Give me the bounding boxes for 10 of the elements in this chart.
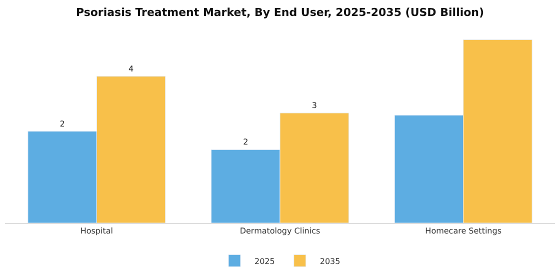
legend-label: 2025 xyxy=(254,256,275,266)
x-tick-label: Homecare Settings xyxy=(425,226,502,236)
x-tick-label: Dermatology Clinics xyxy=(240,226,320,236)
data-label: 3 xyxy=(312,100,317,110)
data-label: 2 xyxy=(60,119,65,128)
legend-label: 2035 xyxy=(320,256,340,266)
x-tick-label: Hospital xyxy=(80,226,113,236)
data-label: 4 xyxy=(128,64,134,74)
data-label: 2 xyxy=(243,138,248,147)
chart-title: Psoriasis Treatment Market, By End User, 2025-2035 (USD Billion) xyxy=(76,6,484,20)
